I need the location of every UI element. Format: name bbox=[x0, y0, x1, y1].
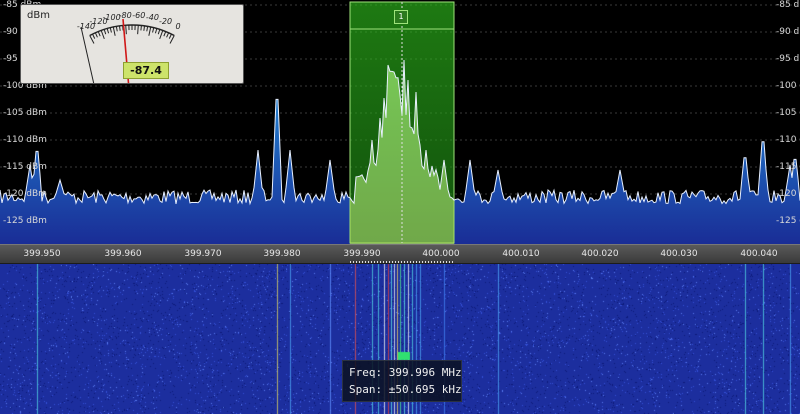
meter-scale-label: -40 bbox=[145, 13, 159, 23]
meter-tick bbox=[94, 32, 98, 38]
level-label: -115 dBm bbox=[3, 162, 47, 172]
span-value: ±50.695 kHz bbox=[388, 383, 462, 396]
meter-scale-label: -140 bbox=[76, 22, 96, 32]
meter-scale-label: -100 bbox=[102, 13, 121, 23]
freq-label: 399.970 bbox=[184, 249, 222, 259]
span-label: Span: bbox=[349, 383, 383, 396]
freq-label: 399.980 bbox=[263, 249, 301, 259]
meter-tick bbox=[154, 28, 158, 34]
vfo-axis-indicator bbox=[350, 261, 454, 263]
meter-tick bbox=[159, 30, 164, 40]
level-label: -95 dBm bbox=[776, 54, 800, 64]
meter-scale-label: -20 bbox=[158, 16, 173, 26]
level-label: -105 dBm bbox=[776, 108, 800, 118]
frequency-axis[interactable]: 399.950 399.960 399.970 399.980 399.990 400.0… bbox=[0, 244, 800, 264]
meter-tick bbox=[140, 25, 142, 31]
freq-label: 400.010 bbox=[502, 249, 540, 259]
freq-label: 400.020 bbox=[581, 249, 619, 259]
cursor-readout: Freq: 399.996 MHz Span: ±50.695 kHz bbox=[342, 360, 462, 402]
meter-tick bbox=[143, 25, 146, 31]
level-label: -100 dBm bbox=[776, 81, 800, 91]
meter-tick bbox=[92, 33, 96, 39]
meter-tick bbox=[89, 35, 95, 44]
level-label: -120 dBm bbox=[776, 189, 800, 199]
freq-label: 399.950 bbox=[23, 249, 61, 259]
level-label: -115 dBm bbox=[776, 162, 800, 172]
level-label: -85 dBm bbox=[776, 0, 800, 10]
meter-scale-label: -60 bbox=[132, 11, 146, 21]
meter-tick bbox=[168, 33, 172, 39]
level-label: -120 dBm bbox=[3, 189, 47, 199]
freq-label: 400.030 bbox=[660, 249, 698, 259]
level-label: -125 dBm bbox=[776, 216, 800, 226]
freq-label: 399.990 bbox=[343, 249, 381, 259]
freq-label: 400.000 bbox=[422, 249, 460, 259]
meter-tick bbox=[166, 32, 170, 38]
freq-value: 399.996 MHz bbox=[388, 366, 462, 379]
meter-tick bbox=[125, 25, 127, 35]
level-label: -125 dBm bbox=[3, 216, 47, 226]
meter-dial bbox=[80, 18, 175, 83]
level-label: -100 dBm bbox=[3, 81, 47, 91]
meter-value: -87.4 bbox=[123, 62, 169, 79]
meter-tick bbox=[163, 31, 167, 37]
meter-tick bbox=[106, 28, 110, 34]
spectrum-trace bbox=[0, 59, 800, 206]
meter-tick bbox=[112, 26, 116, 36]
meter-tick bbox=[103, 29, 107, 35]
meter-peak-needle bbox=[80, 26, 95, 83]
freq-label: Freq: bbox=[349, 366, 383, 379]
meter-tick bbox=[157, 29, 161, 35]
meter-tick bbox=[122, 25, 124, 31]
meter-tick bbox=[152, 27, 155, 33]
meter-tick bbox=[115, 26, 118, 32]
meter-scale-label: 0 bbox=[175, 22, 181, 32]
meter-tick bbox=[100, 30, 105, 40]
meter-tick bbox=[148, 26, 152, 36]
meter-scale-label: -80 bbox=[118, 11, 132, 21]
meter-tick bbox=[109, 27, 112, 33]
level-label: -110 dBm bbox=[776, 135, 800, 145]
freq-label: 400.040 bbox=[740, 249, 778, 259]
meter-tick bbox=[97, 31, 101, 37]
vfo-marker[interactable]: 1 bbox=[394, 10, 408, 24]
meter-tick bbox=[137, 25, 139, 35]
spectrum-display[interactable] bbox=[0, 0, 800, 246]
level-label: -90 dBm bbox=[776, 27, 800, 37]
level-label: -105 dBm bbox=[3, 108, 47, 118]
meter-tick bbox=[146, 26, 149, 32]
meter-tick bbox=[118, 25, 121, 31]
meter-tick bbox=[169, 35, 175, 44]
signal-meter: dBm -140 -120 -100 -80 -60 -40 -20 0 -87.4 bbox=[20, 4, 244, 84]
meter-scale-label: -120 bbox=[89, 16, 108, 26]
level-label: -110 dBm bbox=[3, 135, 47, 145]
meter-unit-label: dBm bbox=[27, 10, 50, 21]
freq-label: 399.960 bbox=[104, 249, 142, 259]
